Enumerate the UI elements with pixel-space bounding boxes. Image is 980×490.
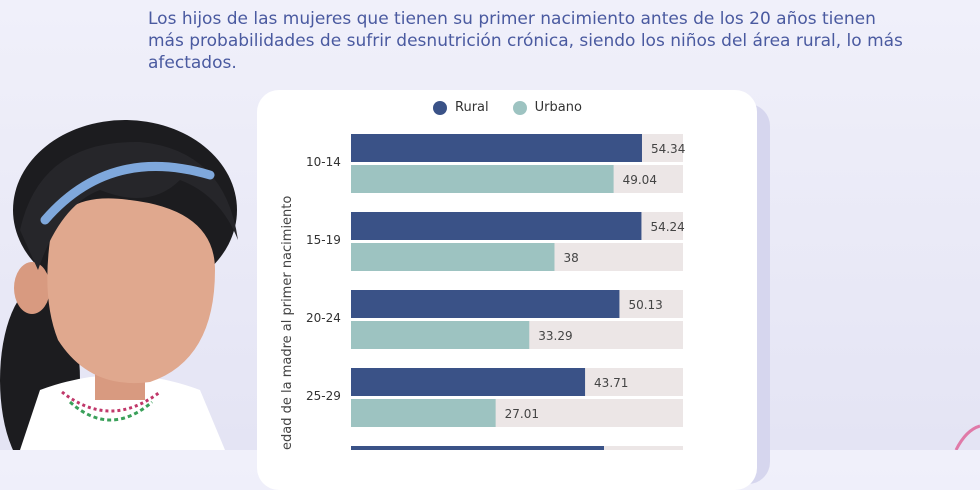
bar-urbano-10-14 xyxy=(351,165,614,193)
value-label-rural-25-29: 43.71 xyxy=(594,376,628,390)
value-label-rural-20-24: 50.13 xyxy=(628,298,662,312)
value-label-urbano-20-24: 33.29 xyxy=(538,329,572,343)
ear xyxy=(14,262,50,314)
legend-label-urbano: Urbano xyxy=(534,100,582,115)
headband xyxy=(40,161,215,225)
category-label-20-24: 20-24 xyxy=(306,311,341,325)
bar-urbano-15-19 xyxy=(351,243,555,271)
bar-rural-25-29 xyxy=(351,368,586,396)
girl-illustration xyxy=(0,120,238,450)
bar-urbano-20-24 xyxy=(351,321,530,349)
category-label-10-14: 10-14 xyxy=(306,155,341,169)
bar-chart: edad de la madre al primer nacimiento 10… xyxy=(280,134,685,450)
category-label-25-29: 25-29 xyxy=(306,389,341,403)
shirt-embroidery-pink xyxy=(61,390,161,413)
bar-rural-partial xyxy=(351,446,604,450)
face xyxy=(47,198,216,384)
shirt-embroidery-green xyxy=(68,400,153,422)
y-axis-title: edad de la madre al primer nacimiento xyxy=(280,196,295,450)
value-label-urbano-10-14: 49.04 xyxy=(623,173,657,187)
corner-decoration xyxy=(954,424,980,450)
value-label-urbano-25-29: 27.01 xyxy=(505,407,539,421)
chart-legend: Rural Urbano xyxy=(433,100,606,115)
bar-rural-15-19 xyxy=(351,212,642,240)
legend-label-rural: Rural xyxy=(455,100,489,115)
bar-rural-20-24 xyxy=(351,290,620,318)
headline: Los hijos de las mujeres que tienen su p… xyxy=(148,9,903,73)
shirt xyxy=(20,375,225,450)
category-label-15-19: 15-19 xyxy=(306,233,341,247)
bars-group: 10-14 54.34 49.04 15-19 54.24 38 20-24 50.13 33.… xyxy=(306,134,685,450)
value-label-urbano-15-19: 38 xyxy=(563,251,578,265)
bar-urbano-25-29 xyxy=(351,399,496,427)
value-label-rural-15-19: 54.24 xyxy=(650,220,684,234)
legend-swatch-urbano xyxy=(512,100,527,115)
bangs xyxy=(20,141,238,270)
bar-rural-10-14 xyxy=(351,134,642,162)
value-label-rural-10-14: 54.34 xyxy=(651,142,685,156)
legend-swatch-rural xyxy=(433,100,447,115)
